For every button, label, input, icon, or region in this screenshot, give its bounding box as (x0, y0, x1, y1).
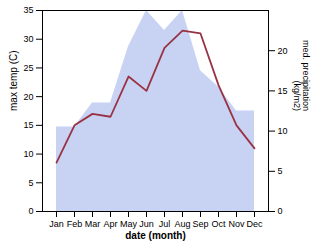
svg-text:Sep: Sep (192, 219, 208, 229)
svg-text:15: 15 (23, 120, 33, 130)
svg-text:May: May (120, 219, 138, 229)
svg-text:20: 20 (23, 92, 33, 102)
svg-text:35: 35 (23, 5, 33, 15)
svg-text:Mar: Mar (85, 219, 101, 229)
svg-text:10: 10 (278, 126, 288, 136)
svg-text:Oct: Oct (211, 219, 226, 229)
svg-text:20: 20 (278, 46, 288, 56)
svg-text:25: 25 (23, 63, 33, 73)
svg-text:5: 5 (28, 178, 33, 188)
svg-text:Jun: Jun (139, 219, 154, 229)
svg-text:10: 10 (23, 149, 33, 159)
svg-text:med. precipitation(kg/m2): med. precipitation(kg/m2) (292, 40, 311, 111)
svg-text:date (month): date (month) (125, 230, 186, 241)
svg-text:0: 0 (28, 206, 33, 216)
svg-text:Jan: Jan (49, 219, 64, 229)
svg-text:Nov: Nov (228, 219, 245, 229)
svg-text:5: 5 (278, 166, 283, 176)
svg-text:max temp (C): max temp (C) (8, 50, 19, 111)
svg-text:Jul: Jul (159, 219, 171, 229)
svg-text:Dec: Dec (246, 219, 263, 229)
svg-text:Apr: Apr (103, 219, 117, 229)
svg-text:Feb: Feb (67, 219, 83, 229)
svg-text:30: 30 (23, 34, 33, 44)
svg-text:0: 0 (278, 206, 283, 216)
svg-text:Aug: Aug (174, 219, 190, 229)
svg-text:15: 15 (278, 86, 288, 96)
